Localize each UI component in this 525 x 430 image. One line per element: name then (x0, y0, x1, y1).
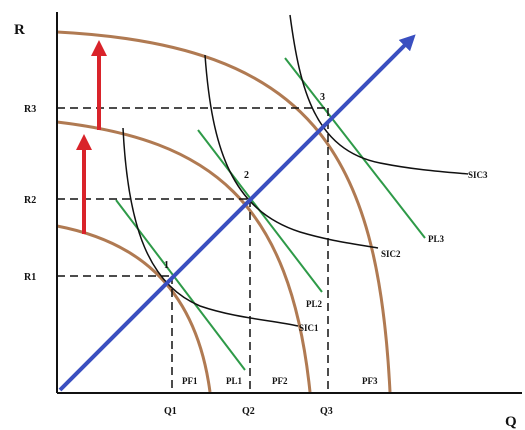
ppf-curve-1 (56, 224, 212, 393)
label-pf1: PF1 (182, 376, 198, 386)
point-label-1: 1 (164, 260, 169, 271)
y-tick-r1: R1 (24, 272, 36, 283)
label-pl1: PL1 (226, 376, 243, 386)
expansion-path-arrow (58, 34, 416, 392)
ppf-curve-2 (56, 120, 312, 393)
indifference-curve-3 (289, 14, 469, 175)
ppf-curve-3 (56, 30, 392, 393)
label-pf3: PF3 (362, 376, 378, 386)
label-pf2: PF2 (272, 376, 288, 386)
label-sic3: SIC3 (468, 170, 488, 180)
indifference-curve-2 (204, 54, 379, 249)
label-pl2: PL2 (306, 299, 323, 309)
label-sic2: SIC2 (381, 249, 401, 259)
y-tick-r2: R2 (24, 195, 36, 206)
label-sic1: SIC1 (299, 323, 319, 333)
guide-lines (57, 107, 329, 392)
x-axis-title: Q (505, 414, 517, 430)
point-label-3: 3 (320, 92, 325, 103)
price-line-3 (284, 57, 426, 239)
x-tick-q1: Q1 (164, 406, 177, 417)
indifference-curve-1 (122, 127, 299, 327)
point-label-2: 2 (244, 170, 249, 181)
y-tick-r3: R3 (24, 104, 36, 115)
x-tick-q3: Q3 (320, 406, 333, 417)
y-axis-title: R (14, 22, 25, 38)
label-pl3: PL3 (428, 234, 445, 244)
x-tick-q2: Q2 (242, 406, 255, 417)
